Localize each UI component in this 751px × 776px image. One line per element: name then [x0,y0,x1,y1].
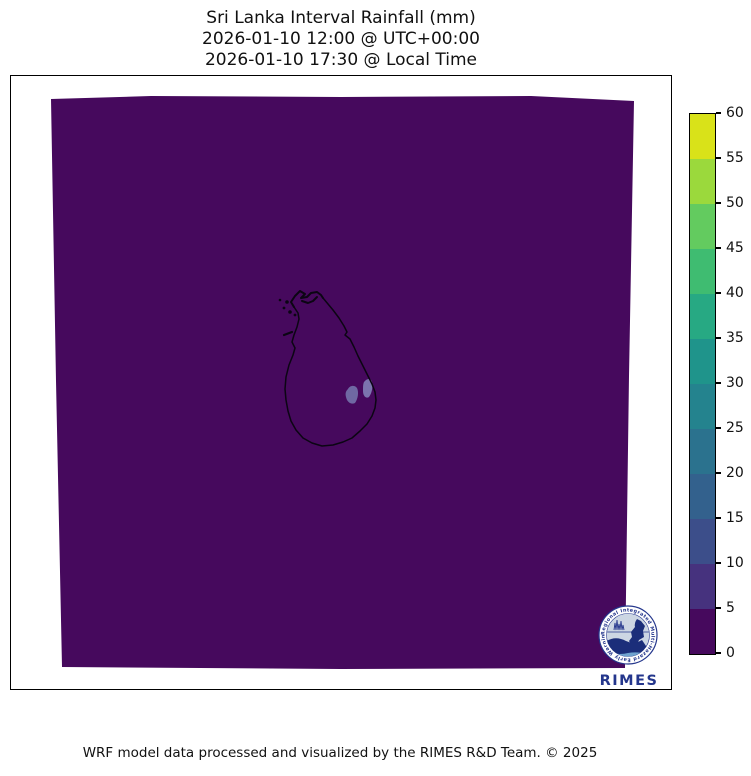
colorbar-segment [690,294,715,339]
colorbar-segment [690,564,715,609]
colorbar-tick-label: 55 [726,150,744,166]
logo-figure-icon [629,619,645,646]
mannar-island-outline [282,330,294,337]
colorbar-tick-label: 50 [726,195,744,211]
colorbar-tick-label: 40 [726,285,744,301]
colorbar-tick-mark [716,472,721,474]
colorbar-tick-mark [716,517,721,519]
colorbar-tick-mark [716,247,721,249]
logo-wordmark: RIMES [600,673,659,689]
rain-patches-group [345,379,373,404]
title-line-3: 2026-01-10 17:30 @ Local Time [204,50,478,70]
colorbar-tick-mark [716,382,721,384]
rainfall-patch [345,385,359,404]
figure-title: Sri Lanka Interval Rainfall (mm) 2026-01… [10,8,672,71]
title-line-2: 2026-01-10 12:00 @ UTC+00:00 [202,29,480,49]
jaffna-peninsula-outline [290,290,324,308]
footer-credit: WRF model data processed and visualized … [82,745,598,761]
colorbar-segment [690,114,715,159]
colorbar-tick-mark [716,607,721,609]
model-domain-region [51,96,634,669]
colorbar-tick-mark [716,112,721,114]
colorbar-tick-label: 30 [726,375,744,391]
colorbar-tick-label: 10 [726,555,744,571]
colorbar-segment [690,249,715,294]
colorbar-tick-label: 0 [726,645,735,661]
colorbar-tick-label: 35 [726,330,744,346]
colorbar-tick-mark [716,652,721,654]
colorbar-tick-mark [716,337,721,339]
colorbar-tick-mark [716,292,721,294]
colorbar-segment [690,384,715,429]
colorbar [689,113,716,655]
colorbar-segments [690,114,715,654]
colorbar-tick-label: 60 [726,105,744,121]
colorbar-tick-label: 45 [726,240,744,256]
map-axes: Regional Integrated Multi-Hazard Early W… [10,75,672,690]
islet-dot [282,306,286,310]
rainfall-patch [363,379,373,398]
colorbar-tick-label: 15 [726,510,744,526]
colorbar-tick-label: 5 [726,600,735,616]
islets-group [278,298,297,317]
colorbar-tick-mark [716,202,721,204]
islet-dot [293,313,297,317]
colorbar-tick-label: 20 [726,465,744,481]
colorbar-segment [690,519,715,564]
colorbar-segment [690,339,715,384]
title-line-1: Sri Lanka Interval Rainfall (mm) [206,8,476,28]
colorbar-tick-mark [716,427,721,429]
colorbar-segment [690,159,715,204]
colorbar-tick-mark [716,562,721,564]
colorbar-tick-label: 25 [726,420,744,436]
colorbar-segment [690,474,715,519]
colorbar-segment [690,204,715,249]
islet-dot [278,298,282,302]
logo-seismograph-icon [613,619,625,631]
rainfall-map: Regional Integrated Multi-Hazard Early W… [11,76,659,689]
islet-dot [285,300,289,304]
colorbar-segment [690,429,715,474]
colorbar-tick-mark [716,157,721,159]
sri-lanka-coastline [284,297,377,447]
colorbar-segment [690,609,715,654]
islet-dot [288,310,292,314]
